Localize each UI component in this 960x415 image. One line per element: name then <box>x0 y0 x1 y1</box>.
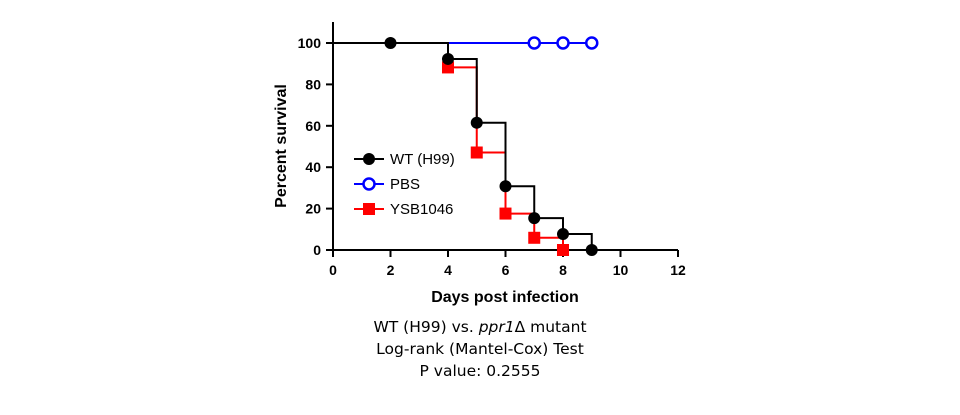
legend-label: WT (H99) <box>390 151 455 168</box>
marker-circle <box>363 153 375 165</box>
marker-square <box>442 61 454 74</box>
marker-square <box>528 231 541 244</box>
x-tick-label: 10 <box>613 262 629 278</box>
legend-item: YSB1046 <box>354 201 453 218</box>
gene-name: ppr1 <box>478 318 515 336</box>
p-value: P value: 0.2555 <box>419 362 541 380</box>
test-name: Log-rank (Mantel-Cox) Test <box>376 340 584 358</box>
marker-circle <box>528 212 541 225</box>
legend-label: PBS <box>390 176 420 193</box>
legend: WT (H99) PBS YSB1046 <box>354 151 455 218</box>
series-markers <box>527 36 599 50</box>
legend-item: WT (H99) <box>354 151 455 168</box>
y-tick-label: 0 <box>313 242 321 258</box>
series-markers <box>384 37 598 256</box>
y-axis-title: Percent survival <box>273 84 290 208</box>
y-tick-label: 100 <box>298 35 322 51</box>
series-wt-h99 <box>333 37 598 256</box>
marker-circle <box>585 244 598 256</box>
series-markers <box>442 61 569 256</box>
marker-circle <box>557 228 569 241</box>
comparison-line: WT (H99) vs. ppr1Δ mutant <box>280 316 680 338</box>
statistics-caption: WT (H99) vs. ppr1Δ mutant Log-rank (Mant… <box>280 316 680 382</box>
marker-square <box>470 146 483 159</box>
marker-open-circle <box>556 36 570 50</box>
x-tick-label: 4 <box>444 262 452 278</box>
comparison-suffix: Δ mutant <box>514 318 587 336</box>
marker-open-circle <box>527 36 541 50</box>
legend-label: YSB1046 <box>390 201 453 218</box>
marker-open-circle <box>362 177 376 191</box>
x-tick-label: 6 <box>502 262 510 278</box>
series-layer <box>333 36 599 256</box>
y-tick-label: 40 <box>305 159 321 175</box>
marker-open-circle <box>585 36 599 50</box>
x-tick-label: 2 <box>387 262 395 278</box>
x-tick-label: 12 <box>670 262 686 278</box>
marker-circle <box>384 37 397 49</box>
y-tick-label: 60 <box>305 118 321 134</box>
x-axis-title: Days post infection <box>431 289 579 306</box>
y-tick-label: 80 <box>305 76 321 92</box>
axes: 0 20 40 60 80 100 0 2 4 6 8 10 12 <box>298 22 686 278</box>
marker-square <box>557 244 569 256</box>
marker-circle <box>442 52 454 65</box>
series-line <box>333 42 593 250</box>
comparison-prefix: WT (H99) vs. <box>373 318 479 336</box>
marker-square <box>499 207 512 220</box>
marker-circle <box>470 116 483 129</box>
x-tick-label: 8 <box>559 262 567 278</box>
marker-square <box>363 203 375 215</box>
x-tick-label: 0 <box>329 262 337 278</box>
marker-circle <box>499 180 512 193</box>
legend-item: PBS <box>354 176 420 193</box>
y-tick-label: 20 <box>305 201 321 217</box>
